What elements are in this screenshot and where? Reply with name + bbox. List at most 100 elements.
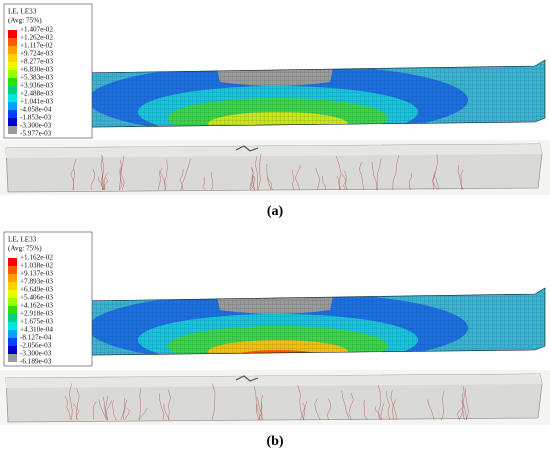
crack — [73, 403, 80, 421]
legend-value: +9.137e-03 — [20, 270, 53, 278]
crack — [377, 158, 382, 190]
crack — [179, 169, 184, 191]
crack — [210, 172, 214, 191]
crack — [336, 175, 340, 191]
crack — [315, 167, 320, 191]
legend-value: +5.383e-03 — [20, 74, 53, 82]
crack — [390, 390, 395, 421]
crack — [139, 388, 141, 421]
crack — [462, 392, 465, 421]
crack — [111, 399, 117, 421]
crack — [433, 175, 440, 191]
crack — [90, 168, 96, 191]
crack — [302, 402, 306, 421]
legend-value: -5.977e-03 — [20, 130, 52, 138]
crack — [97, 176, 105, 191]
legend-box — [3, 231, 93, 367]
crack — [105, 400, 113, 421]
crack — [158, 170, 167, 191]
legend-value: +1.117e-02 — [20, 42, 53, 50]
color-band — [8, 298, 17, 306]
beam-flange — [6, 144, 542, 158]
crack — [100, 155, 103, 191]
crack — [392, 155, 400, 191]
crack — [163, 403, 170, 421]
crack — [104, 395, 109, 421]
legend-subtitle: (Avg: 75%) — [8, 245, 42, 253]
color-band — [8, 54, 17, 62]
panel: LE, LE33(Avg: 75%)+1.407e-02+1.262e-02+1… — [0, 3, 550, 219]
legend: LE, LE33(Avg: 75%)+1.407e-02+1.262e-02+1… — [3, 3, 93, 139]
panel-label: (b) — [266, 434, 283, 449]
legend-value: +1.407e-02 — [20, 26, 53, 34]
crack — [123, 399, 128, 420]
color-band — [8, 126, 17, 134]
legend-value: +1.262e-02 — [20, 34, 53, 42]
color-band — [8, 38, 17, 46]
color-band — [8, 282, 17, 290]
crack — [93, 401, 97, 420]
crack — [464, 387, 469, 421]
crack — [202, 177, 206, 191]
legend-value: +1.162e-02 — [20, 254, 53, 262]
panel-label: (a) — [267, 204, 284, 219]
crack — [120, 159, 125, 191]
crack — [299, 400, 308, 421]
crack — [358, 161, 365, 191]
crack — [249, 168, 254, 191]
color-band — [8, 62, 17, 70]
legend-value: +4.162e-03 — [20, 302, 53, 310]
legend-value: +6.649e-03 — [20, 286, 53, 294]
color-band — [8, 258, 17, 266]
legend-value: -2.056e-03 — [20, 342, 52, 350]
crack — [322, 175, 327, 191]
crack — [294, 165, 301, 191]
crushing — [235, 375, 259, 382]
crack — [343, 170, 347, 191]
color-band — [8, 354, 17, 362]
color-band — [8, 86, 17, 94]
legend-value: +1.038e-02 — [20, 262, 53, 270]
crack — [457, 407, 463, 421]
crack — [374, 406, 381, 421]
color-band — [8, 266, 17, 274]
legend-value: +4.310e-04 — [20, 326, 53, 334]
crack — [102, 396, 108, 421]
crack — [159, 393, 164, 421]
crack — [432, 154, 438, 191]
crack — [363, 399, 368, 421]
color-band — [8, 70, 17, 78]
color-band — [8, 46, 17, 54]
crack — [256, 396, 263, 421]
crack — [314, 398, 321, 421]
crack — [119, 155, 125, 191]
legend-value: +3.936e-03 — [20, 82, 53, 90]
legend-title: LE, LE33 — [8, 8, 37, 16]
legend-value: +2.488e-03 — [20, 90, 53, 98]
crack — [266, 164, 272, 191]
crack — [68, 383, 73, 421]
legend-box — [3, 3, 93, 139]
crack — [462, 385, 468, 421]
color-band — [8, 346, 17, 354]
crack — [327, 398, 331, 421]
crack — [120, 398, 125, 421]
crack — [458, 400, 464, 421]
crack — [291, 169, 295, 191]
crack — [427, 399, 435, 421]
crack — [76, 388, 80, 421]
crack — [164, 159, 168, 191]
legend-value: -3.300e-03 — [20, 122, 52, 130]
crack — [393, 399, 398, 421]
crack — [386, 390, 391, 421]
legend-value: +2.918e-03 — [20, 310, 53, 318]
color-band — [8, 102, 17, 110]
crack — [103, 177, 109, 191]
crack — [441, 390, 445, 421]
crack — [254, 386, 260, 421]
legend: LE, LE33(Avg: 75%)+1.162e-02+1.038e-02+9… — [3, 231, 93, 367]
color-band — [8, 306, 17, 314]
color-band — [8, 322, 17, 330]
legend-value: -4.058e-04 — [20, 106, 52, 114]
